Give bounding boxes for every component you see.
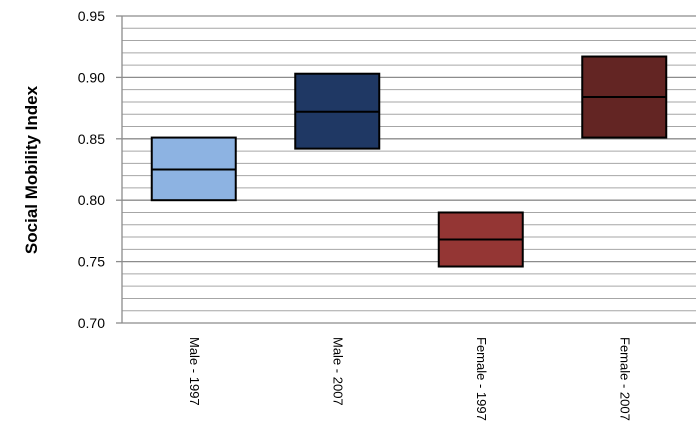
y-tick-label: 0.75 [78, 254, 105, 270]
x-category-label: Male - 2007 [330, 337, 345, 406]
x-category-label: Female - 2007 [617, 337, 632, 421]
boxes [150, 55, 668, 268]
axes [116, 15, 696, 324]
x-category-label: Male - 1997 [187, 337, 202, 406]
x-category-label: Female - 1997 [474, 337, 489, 421]
y-tick-labels: 0.70 0.75 0.80 0.85 0.90 0.95 [78, 8, 105, 331]
y-tick-label: 0.85 [78, 131, 105, 147]
x-category-labels: Male - 1997 Male - 2007 Female - 1997 Femal… [187, 337, 633, 421]
y-tick-label: 0.70 [78, 315, 105, 331]
y-tick-label: 0.95 [78, 8, 105, 24]
y-axis-title: Social Mobility Index [22, 85, 41, 254]
y-tick-label: 0.90 [78, 69, 105, 85]
y-tick-label: 0.80 [78, 192, 105, 208]
